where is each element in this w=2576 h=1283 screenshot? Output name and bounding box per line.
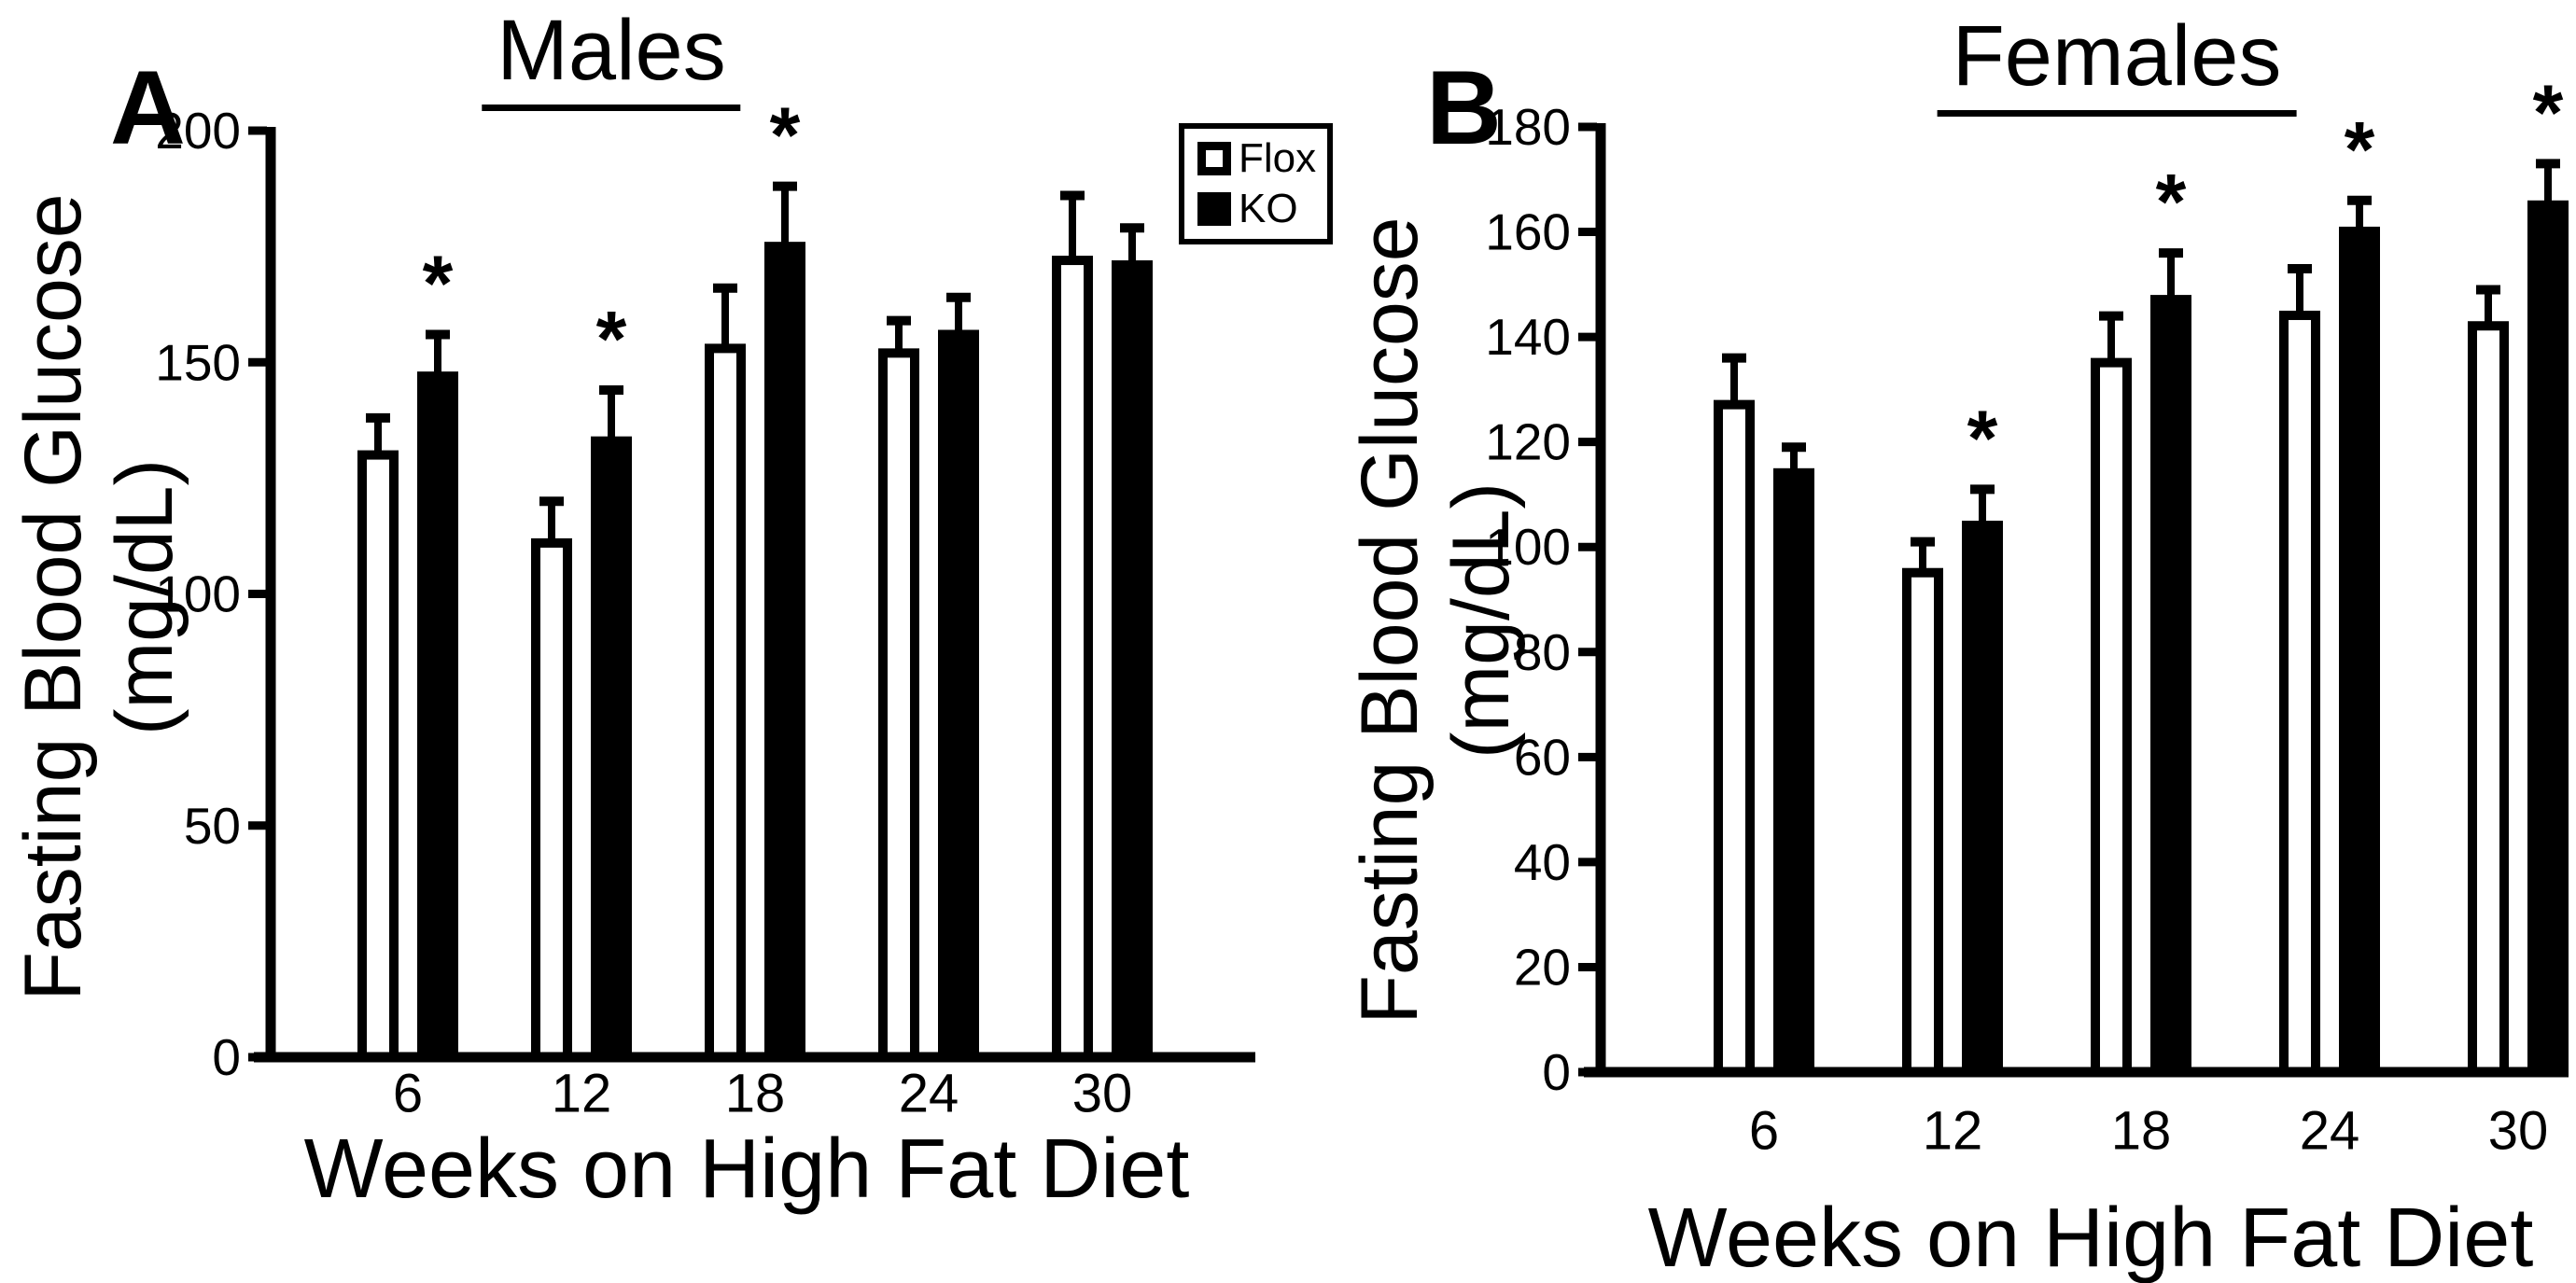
significance-asterisk: * [1967,394,1998,481]
x-category-label: 12 [1923,1101,1983,1162]
x-category-label: 24 [2300,1101,2360,1162]
bar-ko-week24 [2339,226,2380,1072]
legend-item-flox: Flox [1197,138,1316,179]
x-category-label: 6 [1749,1101,1779,1162]
panel-b-group: 0 20 40 60 80 100 120 140 160 180 6 * 12 * 18 * 24 * 30 [1485,68,2569,1162]
panel-b-title: Females [1937,13,2297,117]
panel-a-x-axis-label: Weeks on High Fat Diet [303,1123,1190,1216]
bar-ko-week30 [2527,200,2569,1073]
y-tick-label: 200 [155,102,241,160]
bar-flox-week12 [531,537,572,1062]
x-category-label: 30 [1072,1064,1133,1124]
legend-item-ko: KO [1197,188,1316,230]
bar-ko-week12 [591,436,632,1057]
y-tick-label: 20 [1514,938,1571,996]
y-tick-label: 0 [212,1028,241,1086]
panel-b-letter: B [1426,49,1502,166]
x-category-label: 30 [2488,1101,2549,1162]
bar-flox-week6 [357,450,399,1062]
bar-flox-week6 [1714,399,1755,1077]
bar-flox-week24 [2279,310,2320,1077]
significance-asterisk: * [423,239,454,327]
significance-asterisk: * [2345,105,2375,193]
panel-b-y-axis-label-line1: Fasting Blood Glucose [1345,216,1435,1025]
panel-a-letter: A [110,49,186,166]
bar-flox-week30 [1052,256,1093,1062]
bar-ko-week24 [938,329,979,1057]
bar-ko-week18 [764,242,805,1057]
x-category-label: 6 [393,1064,423,1124]
x-category-label: 12 [552,1064,612,1124]
y-tick-label: 150 [155,333,241,391]
bar-ko-week6 [1773,467,1814,1072]
panel-a-group: 0 50 100 150 200 * 6 * 12 * 18 24 30 [155,91,1255,1124]
bar-flox-week12 [1902,567,1943,1077]
significance-asterisk: * [770,91,801,179]
y-tick-label: 60 [1514,728,1571,786]
y-tick-label: 100 [155,565,241,623]
panel-b-x-axis-label: Weeks on High Fat Diet [1647,1192,2534,1283]
panel-a-title: Males [482,7,741,111]
bar-flox-week18 [705,343,746,1062]
panel-a-y-axis-label-line2: (mg/dL) [100,458,189,736]
legend-label-flox: Flox [1239,135,1317,181]
y-tick-label: 40 [1514,833,1571,891]
open-square-icon [1197,142,1231,175]
bar-ko-week12 [1962,521,2003,1072]
y-tick-label: 120 [1485,413,1571,471]
legend: Flox KO [1179,123,1334,244]
bar-ko-week6 [417,371,458,1057]
panel-b-y-axis-label: Fasting Blood Glucose (mg/dL) [1344,154,1531,1087]
x-category-label: 18 [2111,1101,2172,1162]
y-tick-label: 160 [1485,203,1571,261]
legend-label-ko: KO [1239,186,1298,231]
filled-square-icon [1197,192,1231,226]
y-tick-label: 50 [184,797,241,855]
panel-a-y-axis-label-line1: Fasting Blood Glucose [8,193,98,1001]
significance-asterisk: * [596,295,627,383]
y-tick-label: 0 [1542,1043,1571,1101]
y-tick-label: 140 [1485,308,1571,366]
panel-a-y-axis-label: Fasting Blood Glucose (mg/dL) [7,131,194,1064]
bar-flox-week18 [2091,357,2132,1078]
bar-flox-week30 [2468,321,2509,1077]
bar-ko-week30 [1112,260,1153,1057]
bar-ko-week18 [2150,295,2191,1073]
y-tick-label: 180 [1485,98,1571,156]
y-tick-label: 80 [1514,623,1571,681]
x-category-label: 18 [725,1064,786,1124]
x-category-label: 24 [899,1064,959,1124]
y-tick-label: 100 [1485,518,1571,576]
significance-asterisk: * [2533,68,2564,156]
panel-b-y-axis-label-line2: (mg/dL) [1436,481,1526,760]
significance-asterisk: * [2156,158,2187,245]
bar-flox-week24 [878,348,919,1063]
